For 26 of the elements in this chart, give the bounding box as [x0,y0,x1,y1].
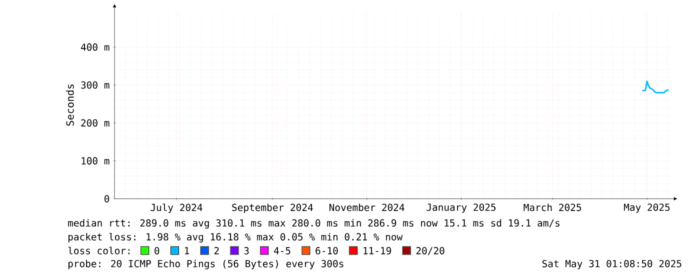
x-tick-label: November 2024 [330,204,404,212]
legend-label: 3 [244,247,249,255]
line-series [642,80,670,94]
x-tick-label: May 2025 [624,204,670,214]
y-tick-label: 200 m [81,119,110,127]
text: Sat May 31 01:08:50 2025 [542,260,682,270]
legend-label: 0 [154,247,160,255]
y-tick-label: 0 [104,195,110,203]
legend-label: 1 [185,247,190,254]
legend-label: 6-10 [316,247,338,255]
legend-label: 20/20 [416,247,444,256]
legend-label: 4-5 [274,247,290,255]
x-tick-label: March 2025 [524,204,581,212]
y-tick-label: 100 m [82,157,110,165]
y-tick-label: 400 m [81,44,110,51]
text: probe: 20 ICMP Echo Pings (56 Bytes) every 300s [68,260,344,270]
y-tick-label: 300 m [81,82,110,89]
x-tick-label: January 2025 [426,204,496,214]
text: median rtt: 289.0 ms avg 310.1 ms max 280.0 ms min 286.9 ms now 15.1 ms sd 19.1 am/s [68,219,560,229]
legend-label: 11-19 [364,247,392,255]
x-tick-label: September 2024 [232,204,313,214]
y-axis-title: Seconds [66,84,74,126]
x-tick-label: July 2024 [150,204,202,214]
text: packet loss: 1.98 % avg 16.18 % max 0.05 % min 0.21 % now [68,233,403,243]
legend-label: 2 [214,247,219,254]
legend-title: loss color: [68,247,130,255]
